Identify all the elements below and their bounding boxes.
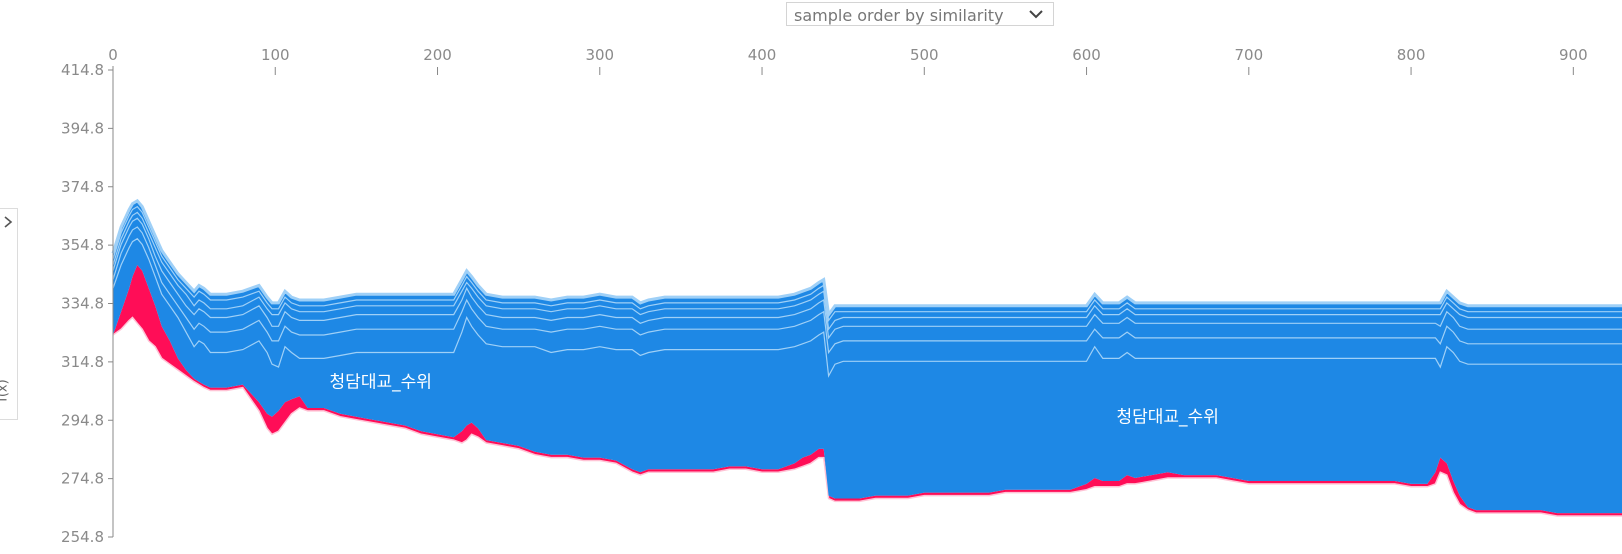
- chevron-down-icon: [1029, 10, 1043, 19]
- y-tick-label: 314.8: [61, 353, 104, 371]
- y-tick-label: 274.8: [61, 470, 104, 488]
- x-tick-label: 0: [108, 46, 118, 64]
- negative-separator-0: [112, 237, 1622, 378]
- x-tick-label: 500: [910, 46, 939, 64]
- negative-separator-4: [112, 205, 1622, 322]
- x-tick-label: 300: [585, 46, 614, 64]
- y-tick-label: 394.8: [61, 119, 104, 137]
- chevron-right-icon: [4, 216, 13, 228]
- x-tick-label: 900: [1559, 46, 1588, 64]
- side-panel-toggle[interactable]: f(x): [0, 208, 18, 420]
- x-tick-label: 100: [261, 46, 290, 64]
- y-tick-label: 254.8: [61, 528, 104, 546]
- negative-separator-3: [112, 211, 1622, 331]
- negative-upper-edge: [111, 198, 1622, 319]
- feature-label: 청담대교_수위: [1117, 408, 1219, 428]
- x-tick-label: 700: [1234, 46, 1263, 64]
- y-tick-label: 294.8: [61, 411, 104, 429]
- axes: 414.8 394.8 374.8 354.8 334.8 314.8 294.8 274.8…: [61, 46, 1588, 546]
- order-select-value: sample order by similarity: [794, 6, 1004, 25]
- y-tick-label: 334.8: [61, 295, 104, 313]
- negative-area: [113, 200, 1622, 514]
- negative-separator-2: [112, 217, 1622, 340]
- y-tick-label: 414.8: [61, 61, 104, 79]
- y-tick-label: 374.8: [61, 178, 104, 196]
- order-select[interactable]: sample order by similarity: [786, 2, 1054, 26]
- x-tick-label: 800: [1397, 46, 1426, 64]
- y-tick-label: 354.8: [61, 236, 104, 254]
- area-layers: [111, 198, 1622, 517]
- negative-separator-1: [112, 226, 1622, 355]
- feature-label: 청담대교_수위: [330, 373, 432, 393]
- x-tick-label: 200: [423, 46, 452, 64]
- positive-lower-edge: [112, 316, 1622, 517]
- x-tick-label: 600: [1072, 46, 1101, 64]
- x-tick-label: 400: [748, 46, 777, 64]
